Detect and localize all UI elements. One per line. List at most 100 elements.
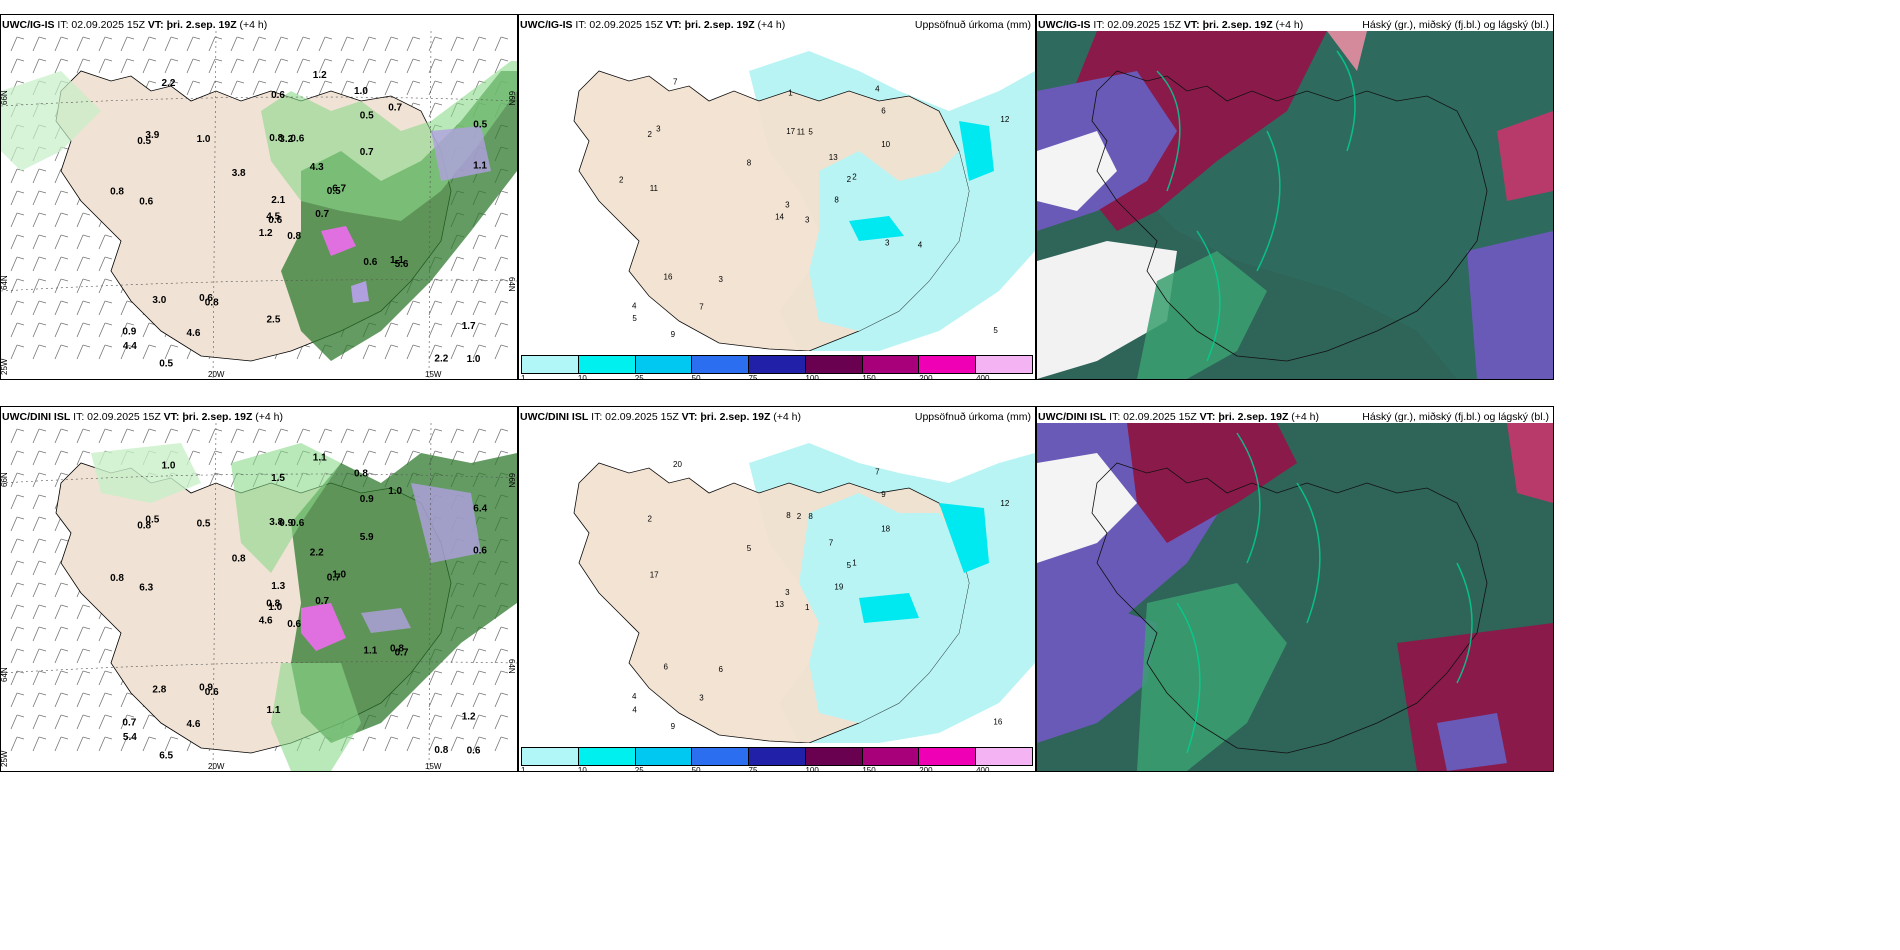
value-label: 0.8: [266, 599, 280, 610]
value-label: 8: [786, 511, 791, 520]
value-label: 3.0: [152, 295, 166, 306]
colorbar-tick-label: 1: [521, 374, 526, 380]
colorbar-tick-label: 50: [691, 766, 701, 772]
value-label: 1.0: [467, 354, 481, 365]
value-label: 1.0: [354, 86, 368, 97]
colorbar-tick-label: 400: [976, 374, 990, 380]
value-label: 2: [619, 175, 624, 184]
value-label: 0.5: [473, 120, 487, 131]
value-label: 20: [673, 460, 682, 469]
svg-text:66N: 66N: [1, 472, 9, 487]
svg-text:64N: 64N: [507, 277, 516, 292]
panel-r1c2: UWC/IG-IS IT: 02.09.2025 15Z VT: þri. 2.…: [518, 14, 1036, 380]
svg-text:64N: 64N: [1, 667, 9, 682]
value-label: 5: [632, 314, 637, 323]
value-label: 1.2: [462, 712, 476, 723]
value-label: 5.9: [360, 532, 374, 543]
panel-header: UWC/DINI ISL IT: 02.09.2025 15Z VT: þri.…: [1038, 411, 1320, 423]
value-label: 5: [808, 128, 813, 137]
colorbar-swatch: [692, 748, 750, 765]
value-label: 0.7: [360, 147, 374, 158]
value-label: 0.7: [315, 209, 329, 220]
cloud-map: [1037, 31, 1553, 379]
colorbar: [521, 747, 1033, 766]
value-label: 0.6: [271, 90, 285, 101]
colorbar-tick-label: 25: [634, 766, 644, 772]
rain-shading: [1, 61, 517, 361]
colorbar-tick-label: 400: [976, 766, 990, 772]
value-label: 3: [719, 275, 724, 284]
colorbar-swatch: [522, 356, 579, 373]
value-label: 0.8: [110, 573, 124, 584]
value-label: 1.1: [363, 646, 377, 657]
colorbar-tick-label: 200: [919, 374, 933, 380]
value-label: 16: [993, 718, 1002, 727]
panel-header: UWC/IG-IS IT: 02.09.2025 15Z VT: þri. 2.…: [1038, 19, 1304, 31]
panel-r2c2: UWC/DINI ISL IT: 02.09.2025 15Z VT: þri.…: [518, 406, 1036, 772]
value-label: 7: [673, 78, 678, 87]
value-label: 11: [650, 184, 659, 193]
value-label: 3.2: [279, 134, 293, 145]
value-label: 4: [632, 692, 637, 701]
graticule: [1, 423, 517, 771]
value-label: 12: [1000, 115, 1009, 124]
value-label: 3.8: [269, 517, 283, 528]
value-label: 14: [775, 213, 784, 222]
colorbar-tick-label: 75: [748, 374, 758, 380]
value-label: 17: [786, 127, 795, 136]
value-label: 0.5: [137, 136, 151, 147]
colorbar-tick-label: 200: [919, 766, 933, 772]
value-label: 2.1: [271, 195, 285, 206]
value-label: 9: [881, 490, 886, 499]
graticule: [1, 31, 517, 379]
value-label: 4.4: [123, 341, 137, 352]
svg-text:25W: 25W: [1, 750, 9, 767]
value-label: 0.7: [122, 717, 136, 728]
value-label: 0.9: [279, 518, 293, 529]
panel-header: UWC/IG-IS IT: 02.09.2025 15Z VT: þri. 2.…: [520, 19, 786, 31]
value-label: 8: [834, 196, 839, 205]
value-label: 0.8: [434, 745, 448, 756]
panel-title: Háský (gr.), miðský (fj.bl.) og lágský (…: [1362, 19, 1549, 31]
value-label: 2: [797, 512, 802, 521]
value-label: 3: [785, 588, 790, 597]
value-label: 7: [699, 303, 704, 312]
value-label: 0.6: [473, 546, 487, 557]
value-label: 1.0: [162, 461, 176, 472]
value-label: 0.7: [395, 647, 409, 658]
colorbar-swatch: [862, 356, 920, 373]
colorbar-swatch: [578, 356, 636, 373]
value-label: 2.2: [310, 547, 324, 558]
value-label: 4.3: [310, 162, 324, 173]
value-label: 11: [797, 128, 806, 137]
colorbar-tick-label: 1: [521, 766, 526, 772]
panel-r1c3: UWC/IG-IS IT: 02.09.2025 15Z VT: þri. 2.…: [1036, 14, 1554, 380]
colorbar-swatch: [862, 748, 920, 765]
svg-text:66N: 66N: [507, 91, 516, 106]
value-label: 1.7: [462, 321, 476, 332]
value-label: 1.0: [197, 134, 211, 145]
value-label: 19: [834, 582, 843, 591]
value-label: 4.6: [187, 328, 201, 339]
value-label: 3.9: [145, 130, 159, 141]
panel-title: Uppsöfnuð úrkoma (mm): [914, 19, 1031, 31]
value-label: 6: [664, 662, 669, 671]
value-label: 5.6: [395, 259, 409, 270]
colorbar-swatch: [692, 356, 750, 373]
panel-r2c3: UWC/DINI ISL IT: 02.09.2025 15Z VT: þri.…: [1036, 406, 1554, 772]
colorbar-swatch: [578, 748, 636, 765]
value-label: 4: [632, 301, 637, 310]
value-label: 2.2: [434, 354, 448, 365]
panel-r2c1: UWC/DINI ISL IT: 02.09.2025 15Z VT: þri.…: [0, 406, 518, 772]
value-label: 3: [805, 215, 810, 224]
value-label: 1.1: [313, 453, 327, 464]
value-label: 1.0: [332, 570, 346, 581]
value-label: 6.5: [159, 751, 173, 762]
value-label: 0.5: [159, 359, 173, 370]
colorbar-swatch: [919, 748, 977, 765]
value-label: 3.8: [232, 168, 246, 179]
value-label: 0.6: [467, 746, 481, 757]
value-label: 0.8: [110, 187, 124, 198]
value-label: 3: [699, 694, 704, 703]
